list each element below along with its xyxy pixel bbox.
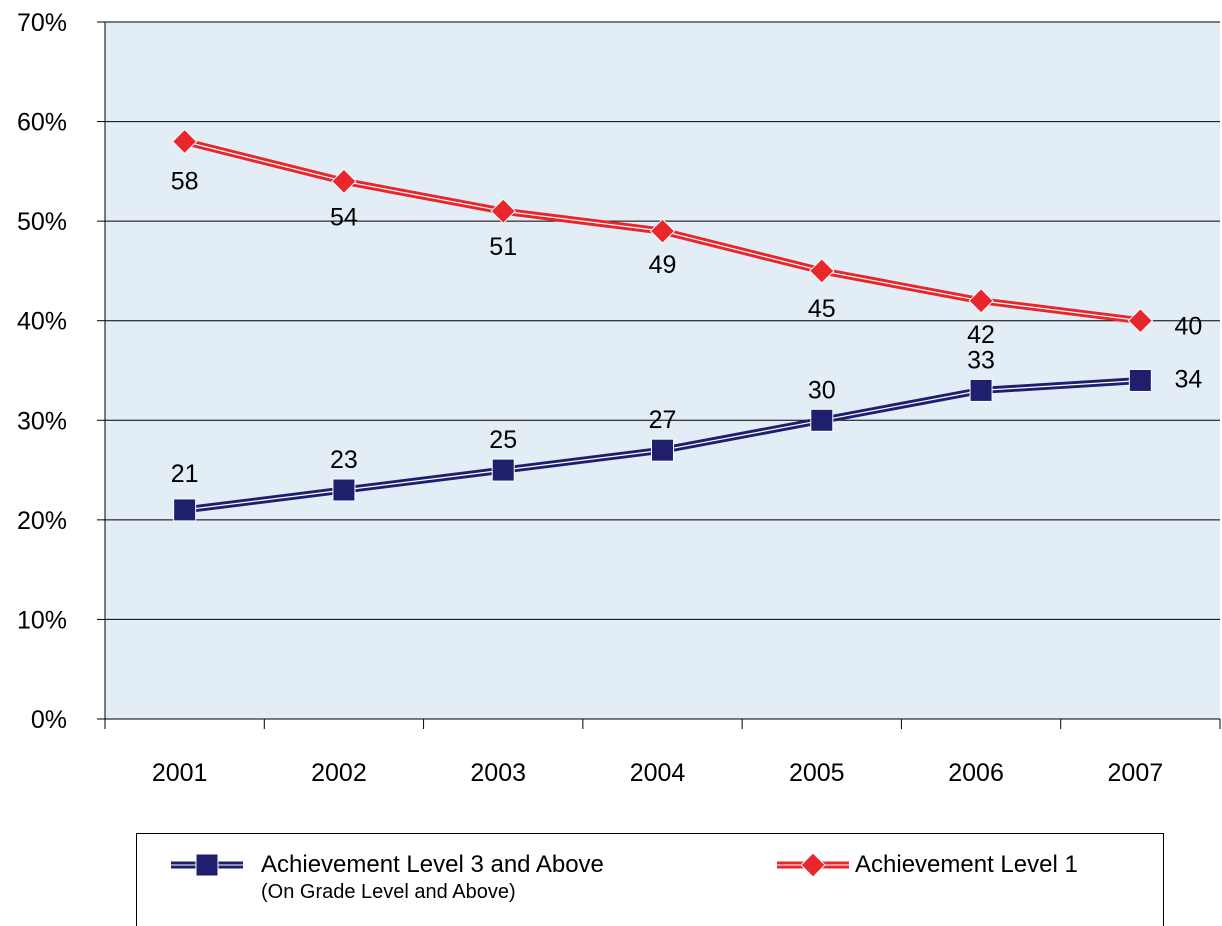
y-tick-label: 40% — [17, 308, 67, 336]
data-label: 49 — [649, 251, 677, 279]
data-label: 25 — [489, 426, 517, 454]
data-label: 58 — [171, 167, 199, 195]
data-label: 45 — [808, 295, 836, 323]
y-tick-label: 10% — [17, 606, 67, 634]
data-label: 51 — [489, 233, 517, 261]
data-label: 21 — [171, 460, 199, 488]
data-label: 27 — [649, 406, 677, 434]
data-label: 42 — [967, 321, 995, 349]
square-marker — [491, 458, 515, 482]
legend-diamond-marker-icon — [777, 852, 849, 878]
diamond-marker — [1127, 308, 1154, 334]
plot-area — [105, 22, 1220, 719]
square-marker — [969, 378, 993, 402]
square-marker — [651, 438, 674, 462]
y-tick-label: 50% — [17, 208, 67, 236]
series-layer — [171, 128, 1154, 522]
data-label: 30 — [808, 376, 836, 404]
legend-label-level1: Achievement Level 1 — [855, 851, 1078, 878]
legend-label-level3: Achievement Level 3 and Above — [261, 851, 604, 878]
square-marker — [332, 478, 356, 502]
diamond-marker — [968, 288, 994, 314]
legend-item-level1: Achievement Level 1 — [777, 851, 1078, 883]
x-tick-label: 2004 — [630, 759, 686, 787]
x-tick-labels: 2001 2002 2003 2004 2005 2006 2007 — [152, 759, 1163, 787]
axes — [97, 21, 1221, 729]
y-tick-label: 20% — [17, 507, 67, 535]
y-tick-label: 60% — [17, 109, 67, 137]
square-marker — [1128, 368, 1152, 392]
data-label: 54 — [330, 203, 358, 231]
legend-item-level3: Achievement Level 3 and Above (On Grade … — [171, 851, 604, 905]
x-tick-label: 2006 — [948, 759, 1004, 787]
y-tick-label: 70% — [17, 9, 67, 37]
legend-square-marker-icon — [171, 853, 243, 877]
x-tick-label: 2003 — [470, 759, 526, 787]
y-tick-labels: 0% 10% 20% 30% 40% 50% 60% 70% — [17, 9, 67, 734]
legend: Achievement Level 3 and Above (On Grade … — [136, 833, 1164, 926]
y-tick-label: 30% — [17, 407, 67, 435]
diamond-marker — [809, 258, 835, 284]
diamond-marker — [171, 128, 198, 155]
data-label: 40 — [1174, 313, 1202, 341]
legend-sublabel-level3: (On Grade Level and Above) — [261, 881, 516, 903]
diamond-marker — [649, 218, 676, 244]
data-label: 34 — [1174, 365, 1202, 393]
data-labels: 21 23 25 27 30 33 34 58 54 51 49 45 42 40 — [171, 167, 1203, 487]
square-marker — [810, 408, 834, 432]
data-label: 33 — [967, 346, 995, 374]
diamond-marker — [490, 198, 516, 224]
diamond-marker — [331, 168, 357, 195]
data-label: 23 — [330, 446, 358, 474]
x-tick-label: 2001 — [152, 759, 208, 787]
x-tick-label: 2002 — [311, 759, 367, 787]
y-tick-label: 0% — [31, 706, 67, 734]
x-tick-label: 2007 — [1108, 759, 1164, 787]
x-tick-label: 2005 — [789, 759, 845, 787]
square-marker — [173, 498, 197, 522]
